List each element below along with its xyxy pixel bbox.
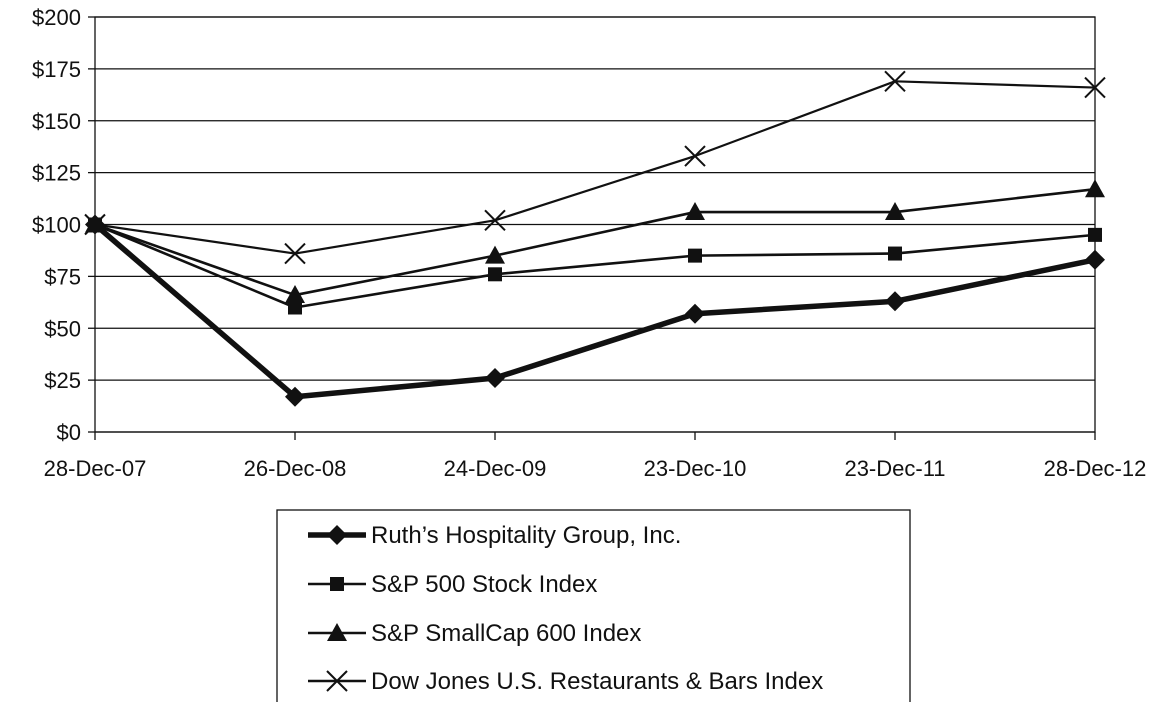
point-series-1-4	[888, 246, 902, 261]
legend-marker-1	[330, 577, 344, 591]
point-series-3-2-stroke-b	[484, 209, 506, 232]
point-series-3-5	[1084, 76, 1106, 99]
point-series-2-5	[1085, 179, 1105, 198]
point-series-0-1	[285, 386, 305, 407]
x-tick-label: 23-Dec-10	[644, 456, 747, 481]
y-tick-label: $125	[32, 161, 81, 186]
point-series-3-3-stroke-b	[684, 145, 706, 167]
y-tick-label: $150	[32, 109, 81, 134]
legend-label: Ruth’s Hospitality Group, Inc.	[371, 522, 681, 549]
series-line-0	[93, 222, 1096, 400]
y-tick-label: $75	[44, 264, 81, 289]
point-series-1-3	[688, 248, 702, 263]
legend-marker-2	[327, 623, 347, 641]
series-line-3	[94, 80, 1096, 255]
x-tick-label: 28-Dec-07	[44, 456, 147, 481]
point-series-0-4	[885, 291, 905, 312]
point-series-3-1-stroke-b	[284, 242, 306, 265]
y-tick-label: $50	[44, 316, 81, 341]
point-series-3-4-stroke-b	[884, 70, 906, 93]
axes: $0 $25 $50 $75 $100 $125 $150 $175 $200 28-Dec-07…	[32, 5, 1146, 481]
point-series-1-1	[288, 300, 302, 315]
series-lines	[84, 70, 1106, 407]
point-series-3-5-stroke-b	[1084, 76, 1106, 99]
point-series-2-4	[885, 202, 905, 221]
y-tick-label: $25	[44, 368, 81, 393]
point-series-2-2	[485, 245, 505, 264]
legend-label: S&P SmallCap 600 Index	[371, 620, 641, 647]
point-series-3-3	[684, 145, 706, 167]
y-tick-label: $0	[57, 420, 81, 445]
point-series-3-4	[884, 70, 906, 93]
y-tick-label: $100	[32, 213, 81, 238]
x-tick-label: 23-Dec-11	[844, 456, 945, 481]
point-series-3-1	[284, 242, 306, 265]
point-series-0-0	[85, 214, 105, 235]
point-series-2-1	[285, 285, 305, 304]
legend-label: Dow Jones U.S. Restaurants & Bars Index	[371, 668, 823, 695]
series-line-1	[94, 223, 1096, 309]
series-line-2	[94, 187, 1096, 297]
legend: Ruth’s Hospitality Group, Inc. S&P 500 St…	[276, 509, 911, 706]
legend-marker-0	[327, 525, 347, 545]
point-series-1-5	[1088, 227, 1102, 242]
point-series-0-2	[485, 368, 505, 389]
point-series-3-2	[484, 209, 506, 232]
x-tick-label: 28-Dec-12	[1044, 456, 1147, 481]
y-tick-label: $175	[32, 57, 81, 82]
point-series-0-5	[1085, 249, 1105, 270]
legend-marker-3	[326, 670, 348, 692]
y-tick-label: $200	[32, 5, 81, 30]
x-tick-label: 24-Dec-09	[444, 456, 547, 481]
legend-marker-3-stroke-b	[326, 670, 348, 692]
legend-label: S&P 500 Stock Index	[371, 571, 597, 598]
point-series-2-3	[685, 202, 705, 221]
point-series-0-3	[685, 303, 705, 324]
point-series-1-2	[488, 267, 502, 282]
x-tick-label: 26-Dec-08	[244, 456, 347, 481]
